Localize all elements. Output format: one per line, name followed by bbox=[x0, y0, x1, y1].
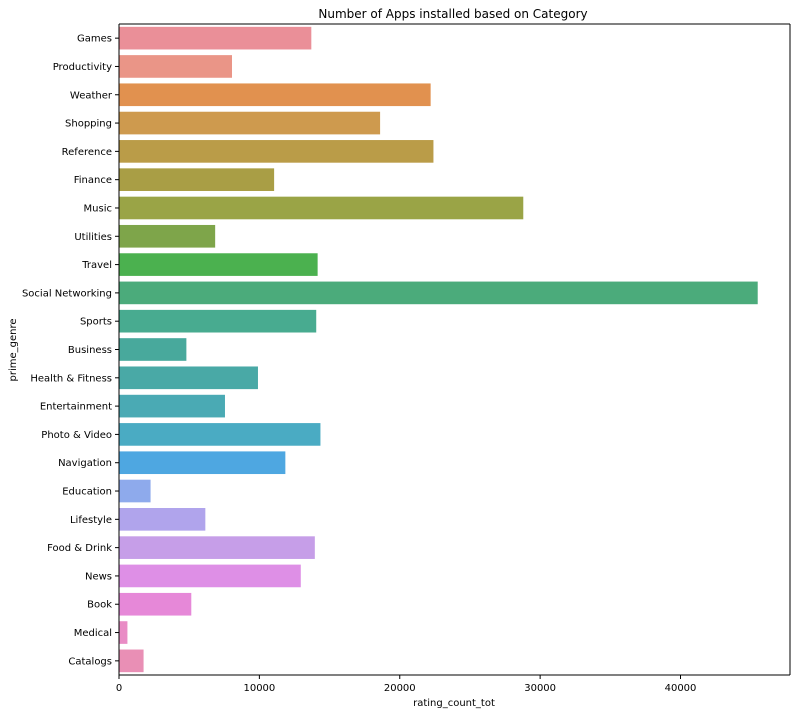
y-tick-label: Entertainment bbox=[40, 402, 112, 413]
bar-catalogs bbox=[119, 649, 144, 673]
bar-finance bbox=[119, 168, 275, 191]
y-tick-label: Business bbox=[68, 345, 112, 356]
y-tick-label: Shopping bbox=[65, 119, 112, 130]
y-tick-label: Education bbox=[62, 487, 112, 498]
y-tick-label: Photo & Video bbox=[41, 430, 112, 441]
y-tick-label: Health & Fitness bbox=[30, 373, 112, 384]
bar-education bbox=[119, 479, 151, 503]
x-ticks: 0 10000 20000 30000 40000 bbox=[116, 675, 697, 694]
x-tick-label: 30000 bbox=[524, 683, 556, 694]
bar-entertainment bbox=[119, 394, 225, 418]
y-tick-label: Book bbox=[87, 600, 112, 611]
y-tick-label: News bbox=[85, 571, 112, 582]
bar-social-networking bbox=[119, 281, 758, 305]
y-tick-label: Reference bbox=[62, 147, 112, 158]
y-tick-label: Music bbox=[84, 203, 112, 214]
bar-health-fitness bbox=[119, 366, 258, 390]
x-axis-label: rating_count_tot bbox=[413, 698, 495, 709]
bar-reference bbox=[119, 140, 434, 163]
bar-navigation bbox=[119, 451, 286, 475]
y-tick-labels: Games Productivity Weather Shopping Referenc… bbox=[22, 34, 119, 667]
y-tick-label: Travel bbox=[81, 260, 112, 271]
axes-frame bbox=[118, 23, 791, 676]
bar-travel bbox=[119, 253, 318, 276]
bar-weather bbox=[119, 83, 431, 107]
y-tick-label: Utilities bbox=[74, 232, 112, 243]
bar-medical bbox=[119, 621, 128, 644]
y-tick-label: Navigation bbox=[58, 458, 112, 469]
bar-news bbox=[119, 564, 301, 588]
y-axis-label: prime_genre bbox=[8, 318, 19, 381]
bar-food-drink bbox=[119, 536, 315, 559]
y-tick-label: Medical bbox=[74, 628, 112, 639]
bar-sports bbox=[119, 309, 317, 333]
bar-book bbox=[119, 592, 192, 616]
x-tick-label: 40000 bbox=[665, 683, 697, 694]
bars-group bbox=[119, 26, 758, 673]
bar-productivity bbox=[119, 55, 232, 78]
bar-lifestyle bbox=[119, 508, 206, 531]
bar-utilities bbox=[119, 224, 216, 248]
bar-photo-video bbox=[119, 423, 321, 446]
bar-shopping bbox=[119, 111, 381, 135]
bar-music bbox=[119, 196, 524, 220]
y-tick-label: Lifestyle bbox=[70, 515, 112, 526]
bar-business bbox=[119, 338, 187, 361]
x-tick-label: 0 bbox=[116, 683, 122, 694]
y-tick-label: Catalogs bbox=[68, 656, 112, 667]
y-tick-label: Finance bbox=[74, 175, 112, 186]
y-tick-label: Weather bbox=[70, 90, 113, 101]
y-tick-label: Sports bbox=[80, 317, 112, 328]
x-tick-label: 20000 bbox=[384, 683, 416, 694]
x-tick-label: 10000 bbox=[243, 683, 275, 694]
y-tick-label: Games bbox=[77, 34, 112, 45]
y-tick-label: Productivity bbox=[53, 62, 112, 73]
bar-games bbox=[119, 26, 312, 50]
y-tick-label: Social Networking bbox=[22, 288, 112, 299]
y-tick-label: Food & Drink bbox=[47, 543, 112, 554]
chart-title: Number of Apps installed based on Catego… bbox=[318, 7, 587, 21]
